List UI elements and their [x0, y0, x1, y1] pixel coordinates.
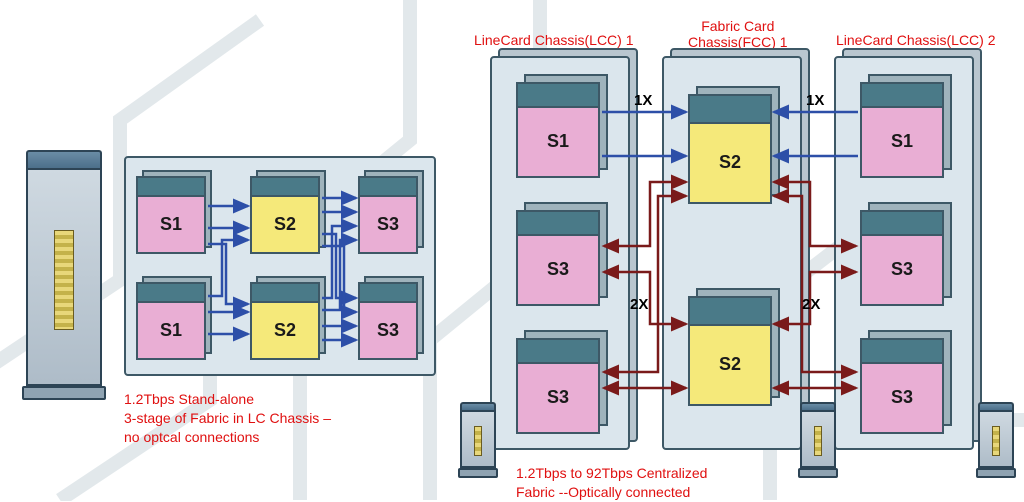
- right-arrows: [0, 0, 1024, 501]
- conn-2x-right: 2X: [802, 296, 820, 313]
- conn-1x-right: 1X: [806, 92, 824, 109]
- conn-2x-left: 2X: [630, 296, 648, 313]
- server-small-1: [460, 402, 496, 478]
- right-caption: 1.2Tbps to 92Tbps Centralized Fabric --O…: [516, 464, 836, 502]
- conn-1x-left: 1X: [634, 92, 652, 109]
- server-small-3: [978, 402, 1014, 478]
